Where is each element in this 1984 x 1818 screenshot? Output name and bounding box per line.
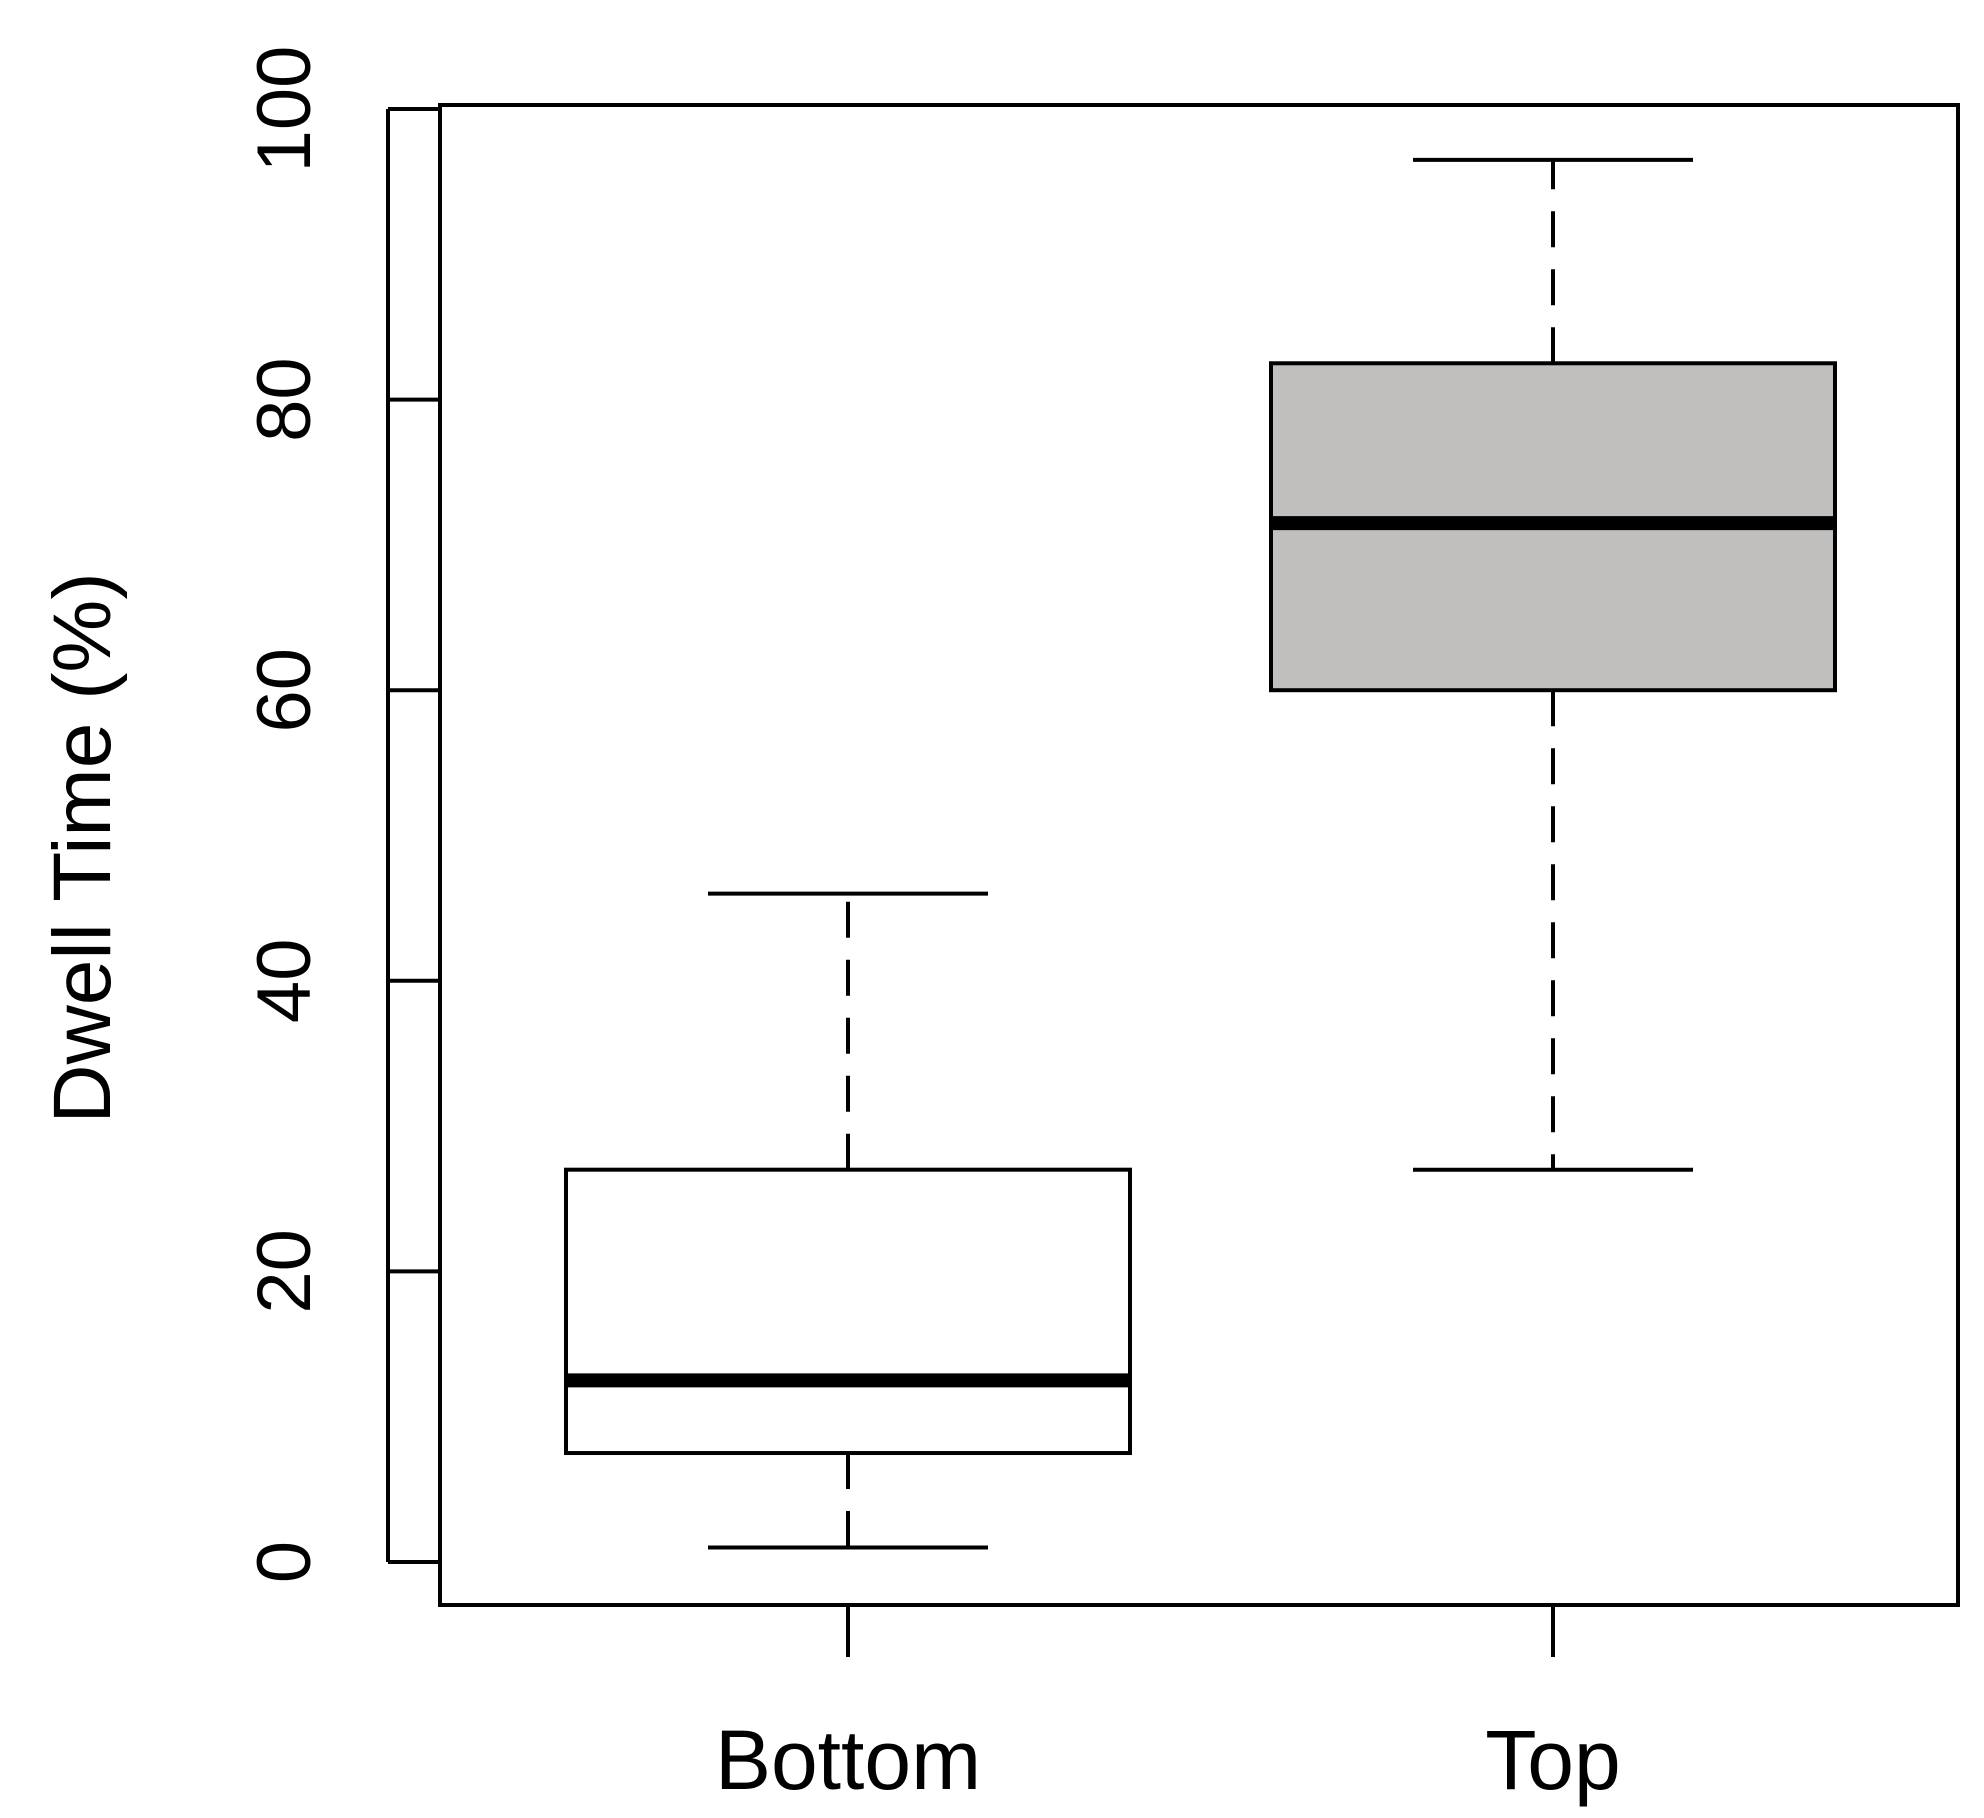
y-axis-label: Dwell Time (%) bbox=[37, 572, 128, 1123]
y-tick-label: 0 bbox=[242, 1541, 327, 1583]
y-tick-label: 20 bbox=[242, 1229, 327, 1314]
y-tick-label: 80 bbox=[242, 357, 327, 442]
box-bottom bbox=[564, 1167, 1132, 1456]
y-tick-label: 100 bbox=[242, 46, 327, 173]
x-tick-label: Bottom bbox=[715, 1713, 981, 1807]
plot-frame bbox=[438, 103, 1960, 1607]
plot-area: 0 20 40 60 80 100 Bottom Top bbox=[242, 46, 1960, 1807]
x-tick-label: Top bbox=[1485, 1713, 1620, 1807]
y-tick-label: 60 bbox=[242, 648, 327, 733]
y-tick-label: 40 bbox=[242, 939, 327, 1024]
